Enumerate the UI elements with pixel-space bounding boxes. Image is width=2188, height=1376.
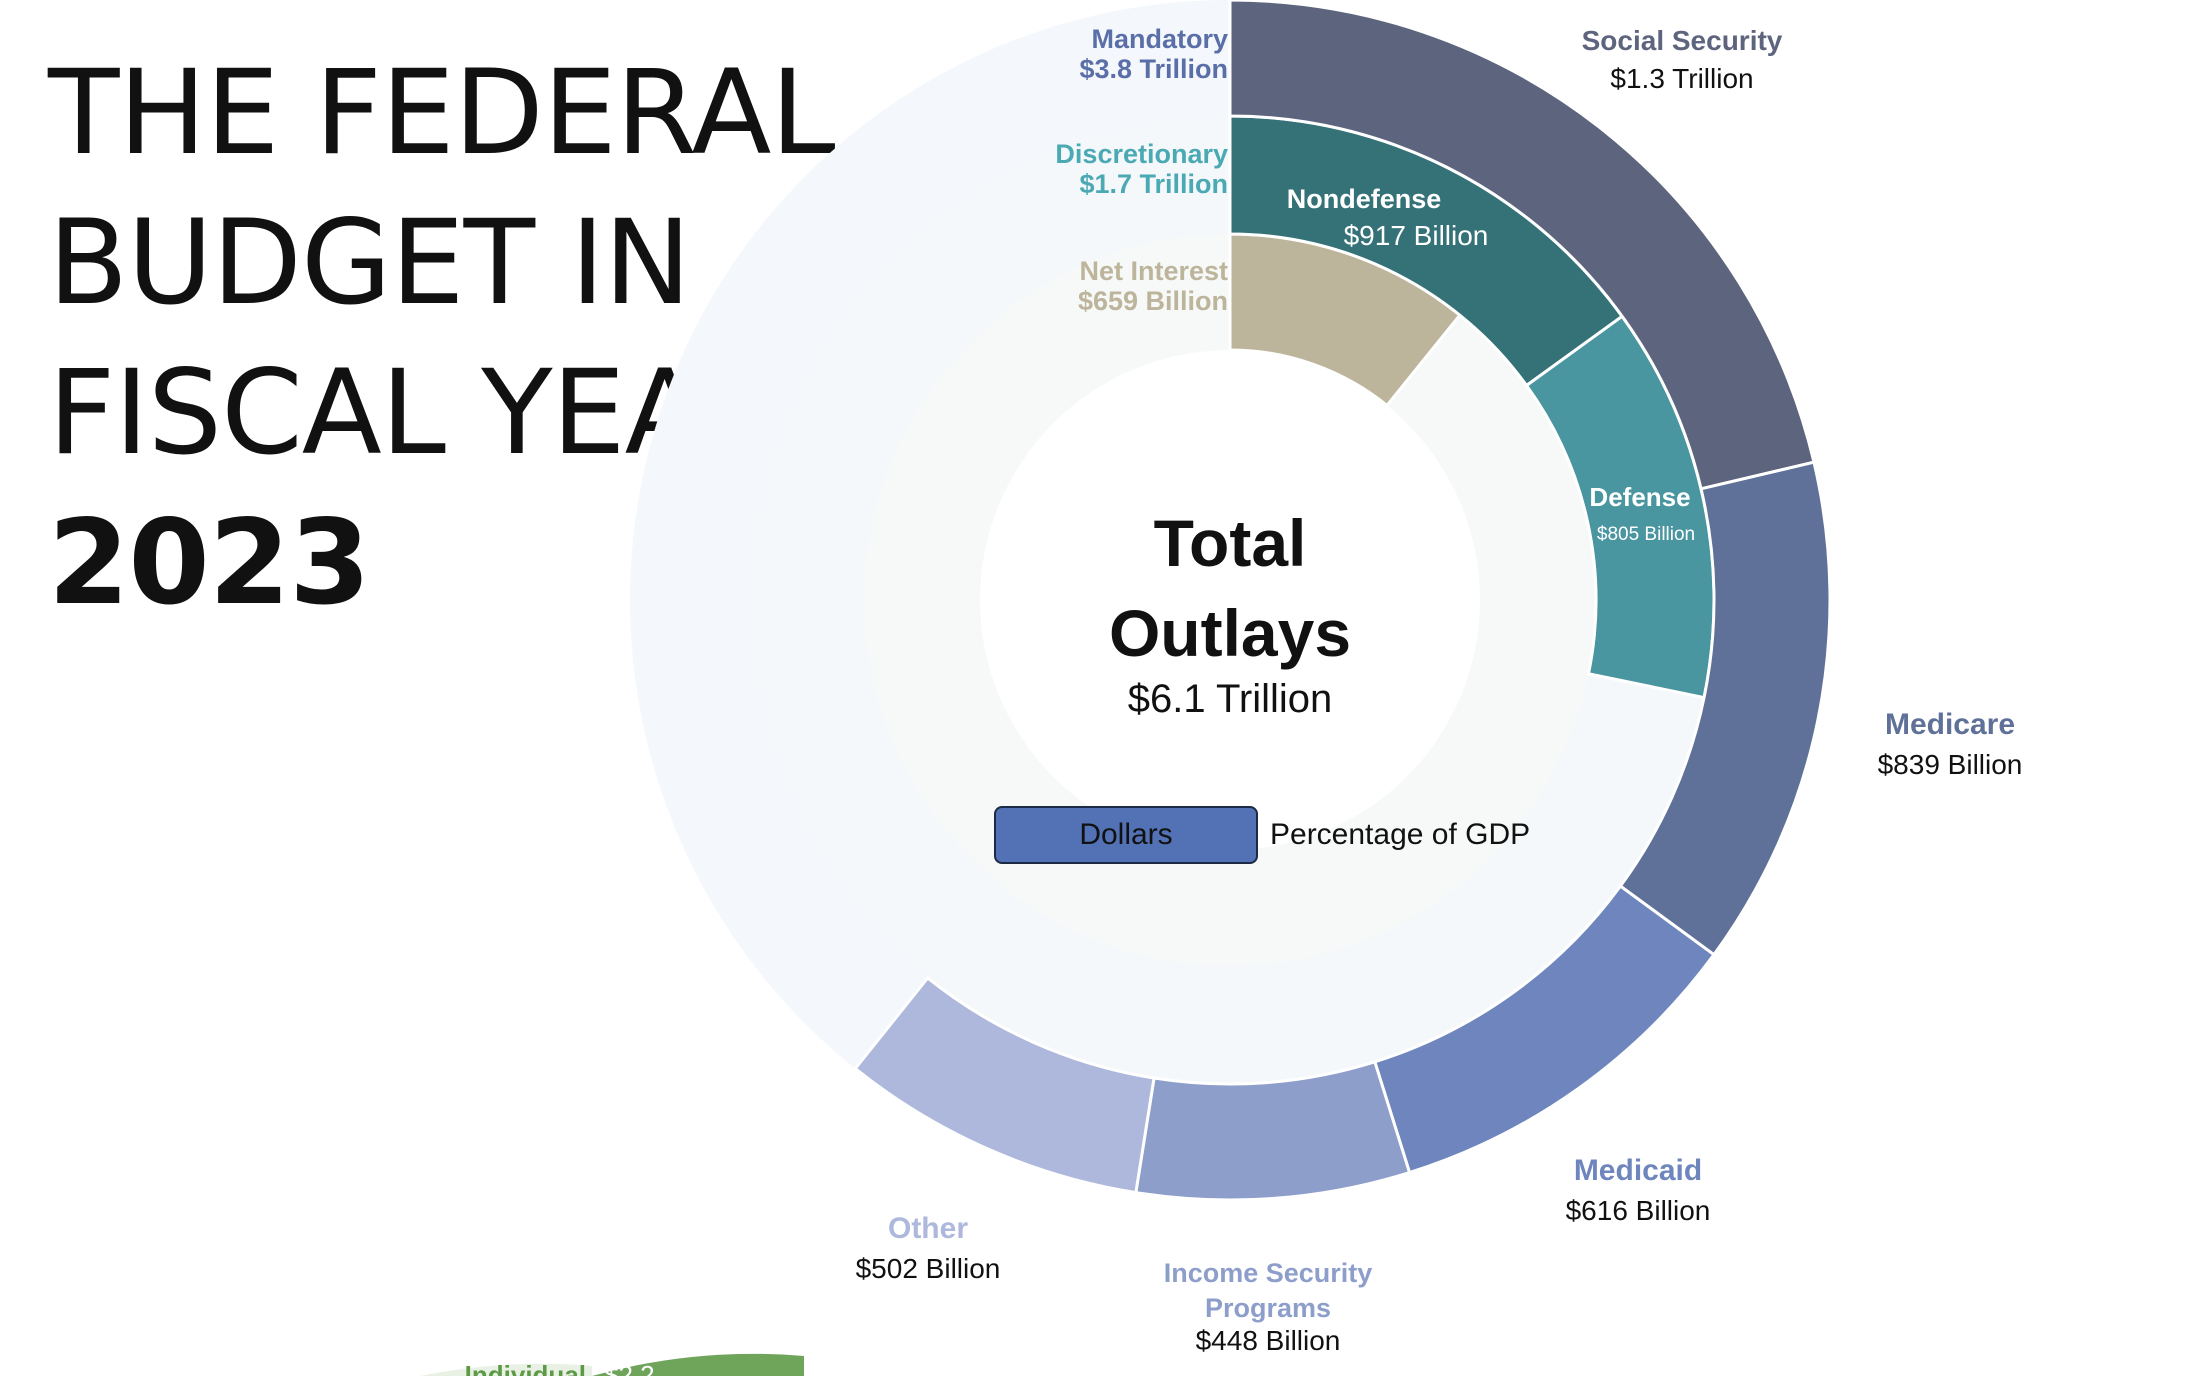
center-total-value: $6.1 Trillion xyxy=(1128,677,1333,721)
label-nondefense: Nondefense xyxy=(1287,184,1442,214)
revenue-peek-light-arc xyxy=(420,1363,592,1376)
title-line-2: BUDGET IN xyxy=(48,194,691,331)
label-medicare: Medicare xyxy=(1885,708,2015,741)
value-social-security: $1.3 Trillion xyxy=(1610,63,1753,94)
label-income-security-line-2: Programs xyxy=(1205,1293,1331,1323)
center-title-line-2: Outlays xyxy=(1109,596,1351,670)
group-label-net-interest: Net Interest xyxy=(1079,256,1228,286)
segment-other[interactable] xyxy=(853,975,1156,1195)
percentage-of-gdp-toggle-button[interactable]: Percentage of GDP xyxy=(1258,806,1542,864)
group-value-discretionary: $1.7 Trillion xyxy=(1079,169,1228,199)
label-income-security-line-1: Income Security xyxy=(1164,1258,1373,1288)
revenue-peek-arc xyxy=(592,1353,804,1376)
revenue-chart-peek: Individual $2.2 xyxy=(420,1353,804,1376)
center-hole xyxy=(980,350,1480,850)
chart-arcs xyxy=(853,0,1832,1202)
unit-toggle: Dollars Percentage of GDP xyxy=(994,806,1542,864)
group-label-discretionary: Discretionary xyxy=(1055,139,1228,169)
value-other: $502 Billion xyxy=(856,1253,1001,1284)
title-year: 2023 xyxy=(48,494,371,631)
label-defense: Defense xyxy=(1589,482,1690,512)
value-defense: $805 Billion xyxy=(1597,524,1695,545)
label-social-security: Social Security xyxy=(1582,25,1783,56)
value-income-security: $448 Billion xyxy=(1196,1325,1341,1356)
value-medicare: $839 Billion xyxy=(1878,749,2023,780)
value-medicaid: $616 Billion xyxy=(1566,1195,1711,1226)
value-nondefense: $917 Billion xyxy=(1344,220,1489,251)
label-medicaid: Medicaid xyxy=(1574,1154,1702,1187)
group-value-mandatory: $3.8 Trillion xyxy=(1079,54,1228,84)
title-line-1: THE FEDERAL xyxy=(48,44,836,181)
dollars-toggle-button[interactable]: Dollars xyxy=(994,806,1258,864)
group-label-mandatory: Mandatory xyxy=(1091,24,1228,54)
revenue-peek-label: Individual xyxy=(465,1360,586,1376)
label-other: Other xyxy=(888,1212,968,1245)
group-value-net-interest: $659 Billion xyxy=(1078,286,1228,316)
segment-income-security-programs[interactable] xyxy=(1134,1059,1412,1202)
center-title-line-1: Total xyxy=(1154,506,1307,580)
revenue-peek-value: $2.2 xyxy=(604,1360,655,1376)
